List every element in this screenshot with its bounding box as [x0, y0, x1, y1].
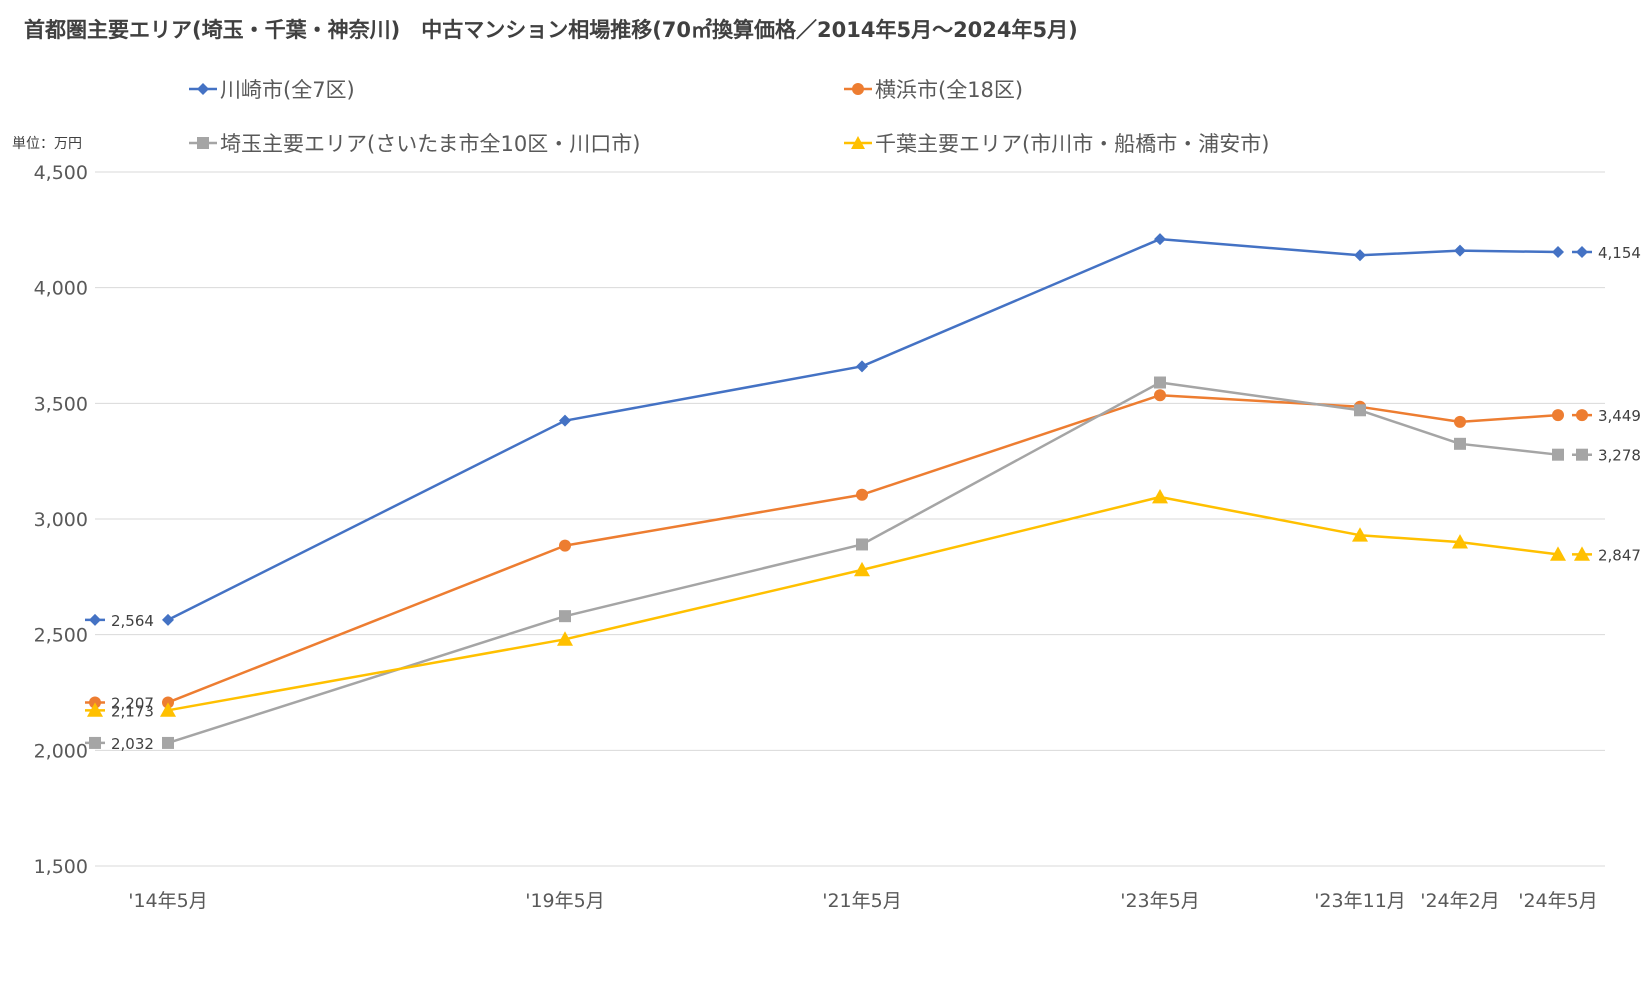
data-point	[1152, 489, 1168, 504]
end-data-label: 3,449	[1598, 407, 1641, 425]
data-point	[1552, 246, 1564, 259]
legend-marker-kawasaki	[189, 83, 217, 95]
end-label-marker	[1576, 448, 1588, 461]
start-label-marker	[87, 702, 103, 717]
data-point	[1552, 448, 1564, 461]
x-tick-label: '21年5月	[822, 890, 902, 912]
data-point	[162, 613, 174, 626]
data-point	[856, 488, 868, 501]
y-tick-label: 3,000	[34, 509, 88, 531]
data-point	[1454, 415, 1466, 428]
data-point	[559, 414, 571, 427]
y-tick-label: 2,500	[34, 625, 88, 647]
data-point	[559, 539, 571, 552]
y-tick-label: 3,500	[34, 393, 88, 415]
end-label-marker	[1574, 546, 1590, 561]
legend-label-saitama: 埼玉主要エリア(さいたま市全10区・川口市)	[220, 132, 641, 156]
data-point	[559, 610, 571, 623]
legend-item-kawasaki[interactable]: 川崎市(全7区)	[188, 74, 355, 104]
data-point	[856, 360, 868, 373]
data-point	[1550, 546, 1566, 561]
end-label-marker	[1576, 246, 1588, 259]
y-tick-label: 4,000	[34, 278, 88, 300]
data-point	[1354, 404, 1366, 417]
x-tick-label: '14年5月	[128, 890, 208, 912]
x-tick-label: '23年5月	[1120, 890, 1200, 912]
series-line	[167, 237, 1559, 621]
end-data-label: 3,278	[1598, 447, 1641, 465]
data-point	[1452, 534, 1468, 549]
data-point	[557, 631, 573, 646]
data-point	[1552, 409, 1564, 422]
x-tick-label: '19年5月	[525, 890, 605, 912]
x-tick-label: '24年5月	[1518, 890, 1598, 912]
data-point	[1454, 244, 1466, 257]
end-label-marker	[1576, 409, 1588, 422]
end-data-label: 4,154	[1598, 244, 1641, 262]
series-line	[167, 495, 1559, 712]
data-point	[1454, 437, 1466, 450]
data-point	[1352, 527, 1368, 542]
data-point	[854, 561, 870, 577]
x-tick-label: '24年2月	[1420, 890, 1500, 912]
y-tick-label: 4,500	[34, 162, 88, 184]
start-data-label: 2,207	[111, 694, 154, 712]
y-tick-label: 1,500	[34, 856, 88, 878]
data-point	[1354, 249, 1366, 262]
legend-marker-chiba	[844, 136, 872, 149]
unit-label: 単位：万円	[12, 136, 82, 152]
data-point	[160, 702, 176, 717]
x-tick-label: '23年11月	[1314, 890, 1406, 912]
legend-marker-yokohama	[844, 83, 872, 95]
end-data-label: 2,847	[1598, 546, 1641, 564]
data-point	[856, 538, 868, 551]
series-line	[167, 381, 1559, 745]
data-point	[1154, 376, 1166, 389]
y-tick-label: 2,000	[34, 740, 88, 762]
chart-title: 首都圏主要エリア(埼玉・千葉・神奈川) 中古マンション相場推移(70㎡換算価格／…	[24, 18, 1078, 42]
legend-item-yokohama[interactable]: 横浜市(全18区)	[843, 74, 1023, 104]
data-point	[1154, 233, 1166, 246]
legend-label-yokohama: 横浜市(全18区)	[875, 78, 1024, 102]
legend-label-chiba: 千葉主要エリア(市川市・船橋市・浦安市)	[875, 132, 1270, 156]
data-point	[162, 736, 174, 749]
start-data-label: 2,032	[111, 735, 154, 753]
start-data-label: 2,564	[111, 612, 154, 630]
start-data-label: 2,173	[111, 702, 154, 720]
data-point	[1154, 389, 1166, 402]
legend-label-kawasaki: 川崎市(全7区)	[220, 78, 355, 102]
start-label-marker	[89, 613, 101, 626]
start-label-marker	[89, 736, 101, 749]
legend-item-saitama[interactable]: 埼玉主要エリア(さいたま市全10区・川口市)	[188, 128, 640, 158]
legend-item-chiba[interactable]: 千葉主要エリア(市川市・船橋市・浦安市)	[843, 128, 1269, 158]
legend-marker-saitama	[189, 137, 217, 149]
